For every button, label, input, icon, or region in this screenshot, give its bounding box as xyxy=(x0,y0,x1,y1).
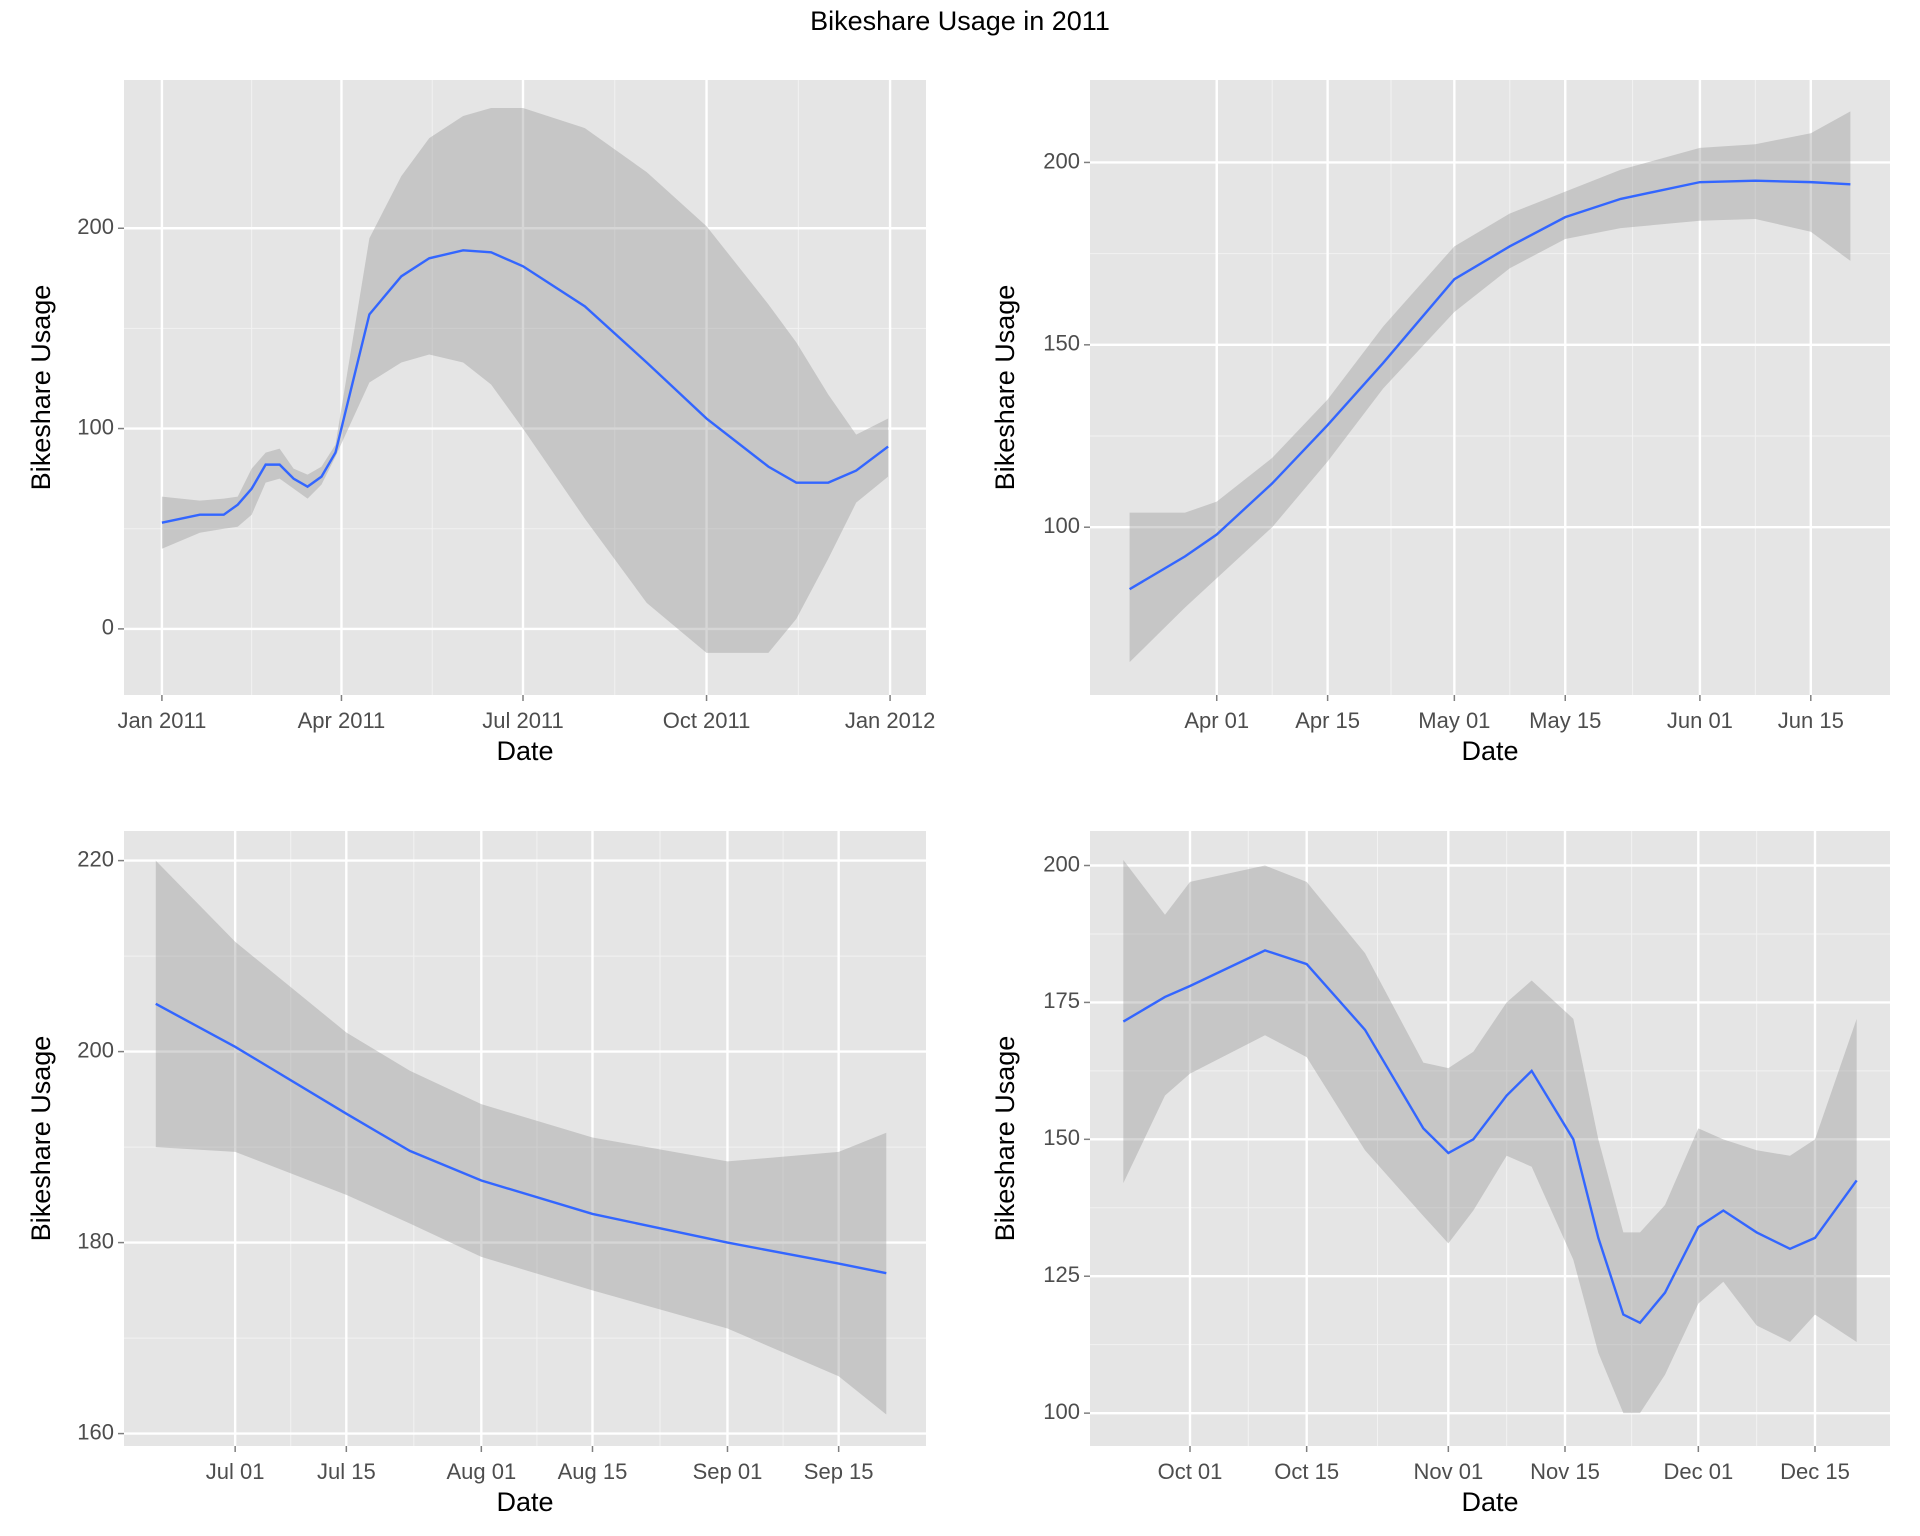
y-tick-label: 180 xyxy=(77,1228,114,1253)
y-tick-label: 100 xyxy=(1043,513,1080,538)
x-tick-label: Nov 01 xyxy=(1413,1459,1483,1484)
x-axis-title: Date xyxy=(1461,1487,1518,1517)
x-tick-label: Jan 2012 xyxy=(845,708,936,733)
x-tick-label: Aug 15 xyxy=(558,1459,628,1484)
y-axis-title: Bikeshare Usage xyxy=(26,1036,56,1242)
figure-title: Bikeshare Usage in 2011 xyxy=(810,6,1110,36)
plot-panel xyxy=(124,80,926,695)
x-tick-label: Jul 15 xyxy=(317,1459,376,1484)
smooth-line xyxy=(1122,949,1858,1325)
y-tick-label: 220 xyxy=(77,846,114,871)
x-tick-label: Jul 01 xyxy=(206,1459,265,1484)
y-tick-label: 160 xyxy=(77,1419,114,1444)
x-tick-label: Oct 2011 xyxy=(663,708,751,733)
y-tick-label: 200 xyxy=(1043,148,1080,173)
y-tick-label: 150 xyxy=(1043,331,1080,356)
y-axis-title: Bikeshare Usage xyxy=(990,1036,1020,1242)
x-tick-label: Oct 15 xyxy=(1274,1459,1339,1484)
x-axis-title: Date xyxy=(1461,736,1518,766)
plot-panel xyxy=(124,831,926,1446)
y-tick-label: 125 xyxy=(1043,1262,1080,1287)
y-tick-label: 200 xyxy=(77,214,114,239)
x-tick-label: Dec 01 xyxy=(1663,1459,1733,1484)
x-tick-label: Oct 01 xyxy=(1158,1459,1223,1484)
x-tick-label: Jun 15 xyxy=(1778,708,1844,733)
x-tick-label: Sep 15 xyxy=(804,1459,874,1484)
smooth-line xyxy=(1128,179,1851,591)
x-tick-label: Apr 15 xyxy=(1295,708,1360,733)
y-tick-label: 0 xyxy=(102,615,114,640)
y-tick-label: 100 xyxy=(77,414,114,439)
confidence-band xyxy=(155,860,887,1415)
y-tick-label: 200 xyxy=(77,1037,114,1062)
y-tick-label: 200 xyxy=(1043,851,1080,876)
y-axis-title: Bikeshare Usage xyxy=(990,285,1020,491)
x-tick-label: Jan 2011 xyxy=(117,708,206,733)
x-tick-label: Sep 01 xyxy=(693,1459,763,1484)
smooth-line xyxy=(155,1002,887,1275)
y-tick-label: 175 xyxy=(1043,988,1080,1013)
x-tick-label: Apr 01 xyxy=(1184,708,1249,733)
x-axis-title: Date xyxy=(496,1487,553,1517)
x-tick-label: May 15 xyxy=(1529,708,1601,733)
x-axis-title: Date xyxy=(496,736,553,766)
confidence-band xyxy=(161,108,889,653)
confidence-band xyxy=(1129,111,1851,663)
y-tick-label: 150 xyxy=(1043,1125,1080,1150)
x-tick-label: Nov 15 xyxy=(1530,1459,1600,1484)
x-tick-label: Dec 15 xyxy=(1780,1459,1850,1484)
plot-panel xyxy=(1090,80,1890,695)
y-tick-label: 100 xyxy=(1043,1399,1080,1424)
x-tick-label: Jul 2011 xyxy=(482,708,564,733)
x-tick-label: Jun 01 xyxy=(1667,708,1733,733)
y-axis-title: Bikeshare Usage xyxy=(26,285,56,491)
x-tick-label: May 01 xyxy=(1418,708,1490,733)
x-tick-label: Apr 2011 xyxy=(298,708,386,733)
smooth-line xyxy=(161,249,889,524)
x-tick-label: Aug 01 xyxy=(446,1459,516,1484)
